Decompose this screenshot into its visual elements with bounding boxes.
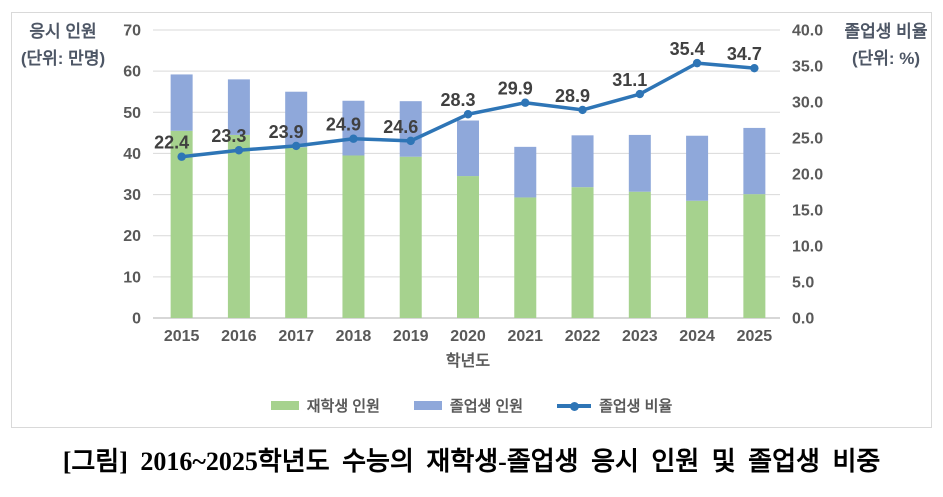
x-tick-label: 2025 <box>737 328 773 345</box>
legend-item-ratio: 졸업생 비율 <box>557 395 672 416</box>
right-tick-label: 35.0 <box>792 59 823 76</box>
right-tick-label: 5.0 <box>792 275 814 292</box>
x-tick-label: 2024 <box>679 328 715 345</box>
bar-segment-joreopsaeng <box>399 101 422 157</box>
bar-segment-jaehaksaeng <box>227 134 250 318</box>
figure-caption: [그림] 2016~2025학년도 수능의 재학생-졸업생 응시 인원 및 졸업… <box>62 447 881 476</box>
legend-swatch-jaehaksaeng <box>270 401 299 410</box>
ratio-marker <box>635 89 645 99</box>
chart-legend: 재학생 인원 졸업생 인원 졸업생 비율 <box>0 395 943 416</box>
ratio-data-label: 24.6 <box>383 117 418 137</box>
right-tick-label: 20.0 <box>792 167 823 184</box>
x-tick-label: 2015 <box>164 328 200 345</box>
ratio-marker <box>692 58 702 68</box>
ratio-marker <box>463 110 473 119</box>
ratio-marker <box>349 134 358 143</box>
right-tick-label: 10.0 <box>792 239 823 256</box>
ratio-marker <box>521 98 530 107</box>
bar-segment-joreopsaeng <box>457 120 479 177</box>
legend-swatch-joreopsaeng <box>413 401 442 410</box>
bar-segment-joreopsaeng <box>285 91 308 148</box>
right-tick-label: 15.0 <box>792 203 823 220</box>
ratio-marker <box>750 63 759 73</box>
ratio-data-label: 23.9 <box>269 122 304 142</box>
bar-segment-joreopsaeng <box>342 100 365 156</box>
ratio-data-label: 24.9 <box>326 115 361 135</box>
bar-segment-joreopsaeng <box>571 135 594 188</box>
ratio-marker <box>291 141 301 151</box>
x-tick-label: 2022 <box>565 328 601 345</box>
x-tick-label: 2017 <box>278 328 314 345</box>
right-tick-label: 25.0 <box>792 131 823 148</box>
combo-chart: 0 10 20 30 40 50 60 70 0.0 5.0 10.0 15.0 20.0 25.0 30.… <box>123 23 823 371</box>
ratio-data-label: 35.4 <box>670 39 705 59</box>
left-tick-label: 70 <box>123 23 141 40</box>
legend-label-jaehaksaeng: 재학생 인원 <box>306 398 380 415</box>
legend-label-ratio: 졸업생 비율 <box>599 398 673 415</box>
left-tick-label: 20 <box>123 228 141 245</box>
x-axis-title: 학년도 <box>446 351 490 370</box>
bar-segment-jaehaksaeng <box>686 200 709 318</box>
bar-segment-jaehaksaeng <box>628 191 651 318</box>
left-axis-title: 응시 인원 (단위: 만명) <box>10 18 116 72</box>
x-tick-label: 2020 <box>450 328 486 345</box>
right-tick-label: 0.0 <box>792 311 814 328</box>
bar-segment-jaehaksaeng <box>514 197 537 318</box>
left-tick-label: 50 <box>123 105 141 122</box>
bar-segment-jaehaksaeng <box>285 147 308 318</box>
right-tick-label: 30.0 <box>792 95 823 112</box>
left-tick-label: 30 <box>123 187 141 204</box>
ratio-data-label: 28.9 <box>555 86 590 106</box>
bar-segment-jaehaksaeng <box>399 156 422 318</box>
bar-segment-joreopsaeng <box>514 146 537 198</box>
bar-segment-jaehaksaeng <box>457 176 479 318</box>
left-tick-label: 40 <box>123 146 141 163</box>
legend-item-jaehaksaeng: 재학생 인원 <box>270 395 380 416</box>
ratio-data-label: 28.3 <box>440 90 475 110</box>
legend-label-joreopsaeng: 졸업생 인원 <box>449 398 524 415</box>
bar-segment-jaehaksaeng <box>571 187 594 318</box>
left-axis-title-line1: 응시 인원 <box>29 22 97 41</box>
bar-segment-joreopsaeng <box>170 74 193 131</box>
ratio-data-label: 34.7 <box>727 44 762 64</box>
ratio-marker <box>234 146 244 155</box>
ratio-marker <box>406 136 415 146</box>
x-tick-label: 2018 <box>336 328 372 345</box>
ratio-data-label: 29.9 <box>498 79 533 99</box>
bar-segment-joreopsaeng <box>686 135 709 201</box>
x-tick-label: 2016 <box>221 328 257 345</box>
right-axis-title-line1: 졸업생 비율 <box>844 22 928 41</box>
legend-line-icon <box>557 400 592 412</box>
left-tick-label: 0 <box>132 311 141 328</box>
ratio-data-label: 23.3 <box>211 126 246 146</box>
left-axis-title-line2: (단위: 만명) <box>20 49 106 68</box>
ratio-marker <box>578 105 587 115</box>
x-tick-label: 2021 <box>507 328 543 345</box>
bar-segment-joreopsaeng <box>628 134 651 192</box>
legend-item-joreopsaeng: 졸업생 인원 <box>413 395 524 416</box>
bar-segment-joreopsaeng <box>743 127 766 195</box>
right-axis-title: 졸업생 비율 (단위: %) <box>833 18 939 72</box>
legend-line-dot <box>570 401 580 411</box>
bar-segment-jaehaksaeng <box>743 194 766 318</box>
bar-segment-jaehaksaeng <box>170 130 193 318</box>
left-tick-label: 60 <box>123 64 141 81</box>
left-tick-label: 10 <box>123 269 141 286</box>
right-axis-title-line2: (단위: %) <box>851 49 921 68</box>
bar-segment-joreopsaeng <box>227 79 250 135</box>
x-tick-label: 2019 <box>393 328 429 345</box>
ratio-marker <box>177 152 186 161</box>
bar-segment-jaehaksaeng <box>342 155 365 318</box>
right-tick-label: 40.0 <box>792 23 823 40</box>
ratio-data-label: 22.4 <box>154 133 189 153</box>
x-tick-label: 2023 <box>622 328 658 345</box>
ratio-data-label: 31.1 <box>612 70 647 90</box>
